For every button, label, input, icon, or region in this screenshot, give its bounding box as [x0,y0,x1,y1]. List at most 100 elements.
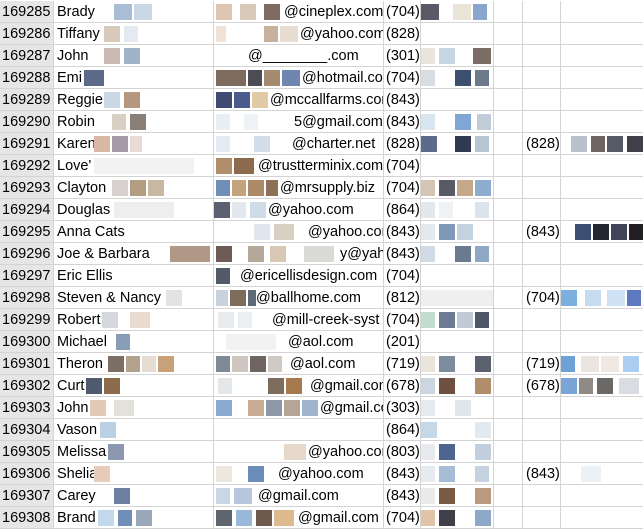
cell-area-code[interactable]: (843) [384,243,421,265]
cell-empty[interactable] [494,1,523,23]
cell-id[interactable]: 169299 [0,309,54,331]
cell-area-code[interactable]: (803) [384,441,421,463]
cell-email[interactable]: @mccallfarms.com [214,89,384,111]
cell-phone-2[interactable] [561,419,643,441]
cell-area-code[interactable]: (843) [384,485,421,507]
cell-area-code[interactable]: (704) [384,265,421,287]
cell-name[interactable]: Robin [54,111,214,133]
cell-name[interactable]: Clayton [54,177,214,199]
cell-phone[interactable] [421,243,494,265]
cell-phone[interactable] [421,507,494,529]
cell-phone-2[interactable] [561,89,643,111]
cell-phone-2[interactable] [561,1,643,23]
cell-phone-2[interactable] [561,199,643,221]
cell-phone[interactable] [421,463,494,485]
cell-name[interactable]: Tiffany [54,23,214,45]
cell-area-code-2[interactable] [523,309,561,331]
cell-phone-2[interactable] [561,155,643,177]
cell-id[interactable]: 169308 [0,507,54,529]
cell-empty[interactable] [494,221,523,243]
cell-email[interactable]: y@yahoo.com [214,243,384,265]
cell-area-code-2[interactable] [523,419,561,441]
cell-id[interactable]: 169301 [0,353,54,375]
cell-area-code[interactable]: (828) [384,133,421,155]
cell-phone-2[interactable] [561,485,643,507]
cell-area-code-2[interactable] [523,177,561,199]
cell-empty[interactable] [494,67,523,89]
cell-id[interactable]: 169303 [0,397,54,419]
cell-name[interactable]: Douglas [54,199,214,221]
cell-name[interactable]: Shelia [54,463,214,485]
cell-email[interactable]: @gmail.com [214,485,384,507]
cell-area-code-2[interactable] [523,507,561,529]
cell-email[interactable]: @trustterminix.com [214,155,384,177]
cell-name[interactable]: Carey [54,485,214,507]
cell-phone[interactable] [421,441,494,463]
cell-id[interactable]: 169297 [0,265,54,287]
cell-name[interactable]: Eric Ellis [54,265,214,287]
cell-name[interactable]: John [54,45,214,67]
cell-area-code-2[interactable]: (678) [523,375,561,397]
cell-phone[interactable] [421,155,494,177]
cell-name[interactable]: Joe & Barbara [54,243,214,265]
cell-empty[interactable] [494,441,523,463]
cell-phone[interactable] [421,331,494,353]
cell-phone[interactable] [421,45,494,67]
cell-empty[interactable] [494,133,523,155]
cell-area-code-2[interactable]: (843) [523,463,561,485]
cell-area-code-2[interactable] [523,23,561,45]
cell-email[interactable]: @gmail.com [214,375,384,397]
cell-phone-2[interactable] [561,45,643,67]
cell-email[interactable]: @cineplex.com [214,1,384,23]
cell-empty[interactable] [494,199,523,221]
cell-empty[interactable] [494,419,523,441]
cell-empty[interactable] [494,287,523,309]
cell-area-code-2[interactable] [523,331,561,353]
cell-phone-2[interactable] [561,23,643,45]
cell-empty[interactable] [494,309,523,331]
cell-email[interactable] [214,419,384,441]
cell-id[interactable]: 169290 [0,111,54,133]
cell-empty[interactable] [494,463,523,485]
cell-id[interactable]: 169294 [0,199,54,221]
cell-area-code[interactable]: (704) [384,1,421,23]
cell-phone-2[interactable] [561,463,643,485]
cell-empty[interactable] [494,397,523,419]
cell-phone-2[interactable] [561,287,643,309]
cell-phone-2[interactable] [561,309,643,331]
cell-area-code[interactable]: (301) [384,45,421,67]
cell-area-code[interactable]: (719) [384,353,421,375]
cell-id[interactable]: 169295 [0,221,54,243]
cell-phone-2[interactable] [561,243,643,265]
cell-email[interactable]: @aol.com [214,353,384,375]
cell-name[interactable]: Karen [54,133,214,155]
cell-phone-2[interactable] [561,353,643,375]
cell-phone[interactable] [421,177,494,199]
cell-email[interactable]: @yahoo.com [214,441,384,463]
cell-phone[interactable] [421,419,494,441]
cell-empty[interactable] [494,155,523,177]
cell-phone[interactable] [421,221,494,243]
cell-area-code-2[interactable]: (719) [523,353,561,375]
cell-phone-2[interactable] [561,133,643,155]
cell-phone[interactable] [421,287,494,309]
cell-id[interactable]: 169289 [0,89,54,111]
cell-name[interactable]: Vason [54,419,214,441]
cell-id[interactable]: 169292 [0,155,54,177]
cell-phone-2[interactable] [561,177,643,199]
cell-area-code[interactable]: (828) [384,23,421,45]
cell-id[interactable]: 169291 [0,133,54,155]
cell-area-code-2[interactable] [523,199,561,221]
cell-phone[interactable] [421,111,494,133]
cell-phone[interactable] [421,1,494,23]
cell-area-code[interactable]: (843) [384,111,421,133]
cell-id[interactable]: 169285 [0,1,54,23]
cell-email[interactable]: @________.com [214,45,384,67]
cell-empty[interactable] [494,89,523,111]
cell-phone[interactable] [421,397,494,419]
cell-empty[interactable] [494,375,523,397]
cell-id[interactable]: 169286 [0,23,54,45]
cell-area-code-2[interactable] [523,397,561,419]
cell-area-code[interactable]: (704) [384,309,421,331]
cell-phone[interactable] [421,375,494,397]
